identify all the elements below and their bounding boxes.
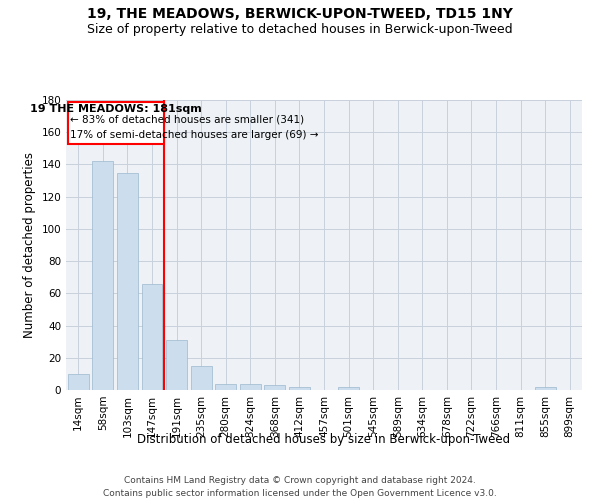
Bar	[166, 340, 187, 390]
FancyBboxPatch shape	[68, 102, 164, 143]
Bar	[289, 387, 310, 390]
Text: 19, THE MEADOWS, BERWICK-UPON-TWEED, TD15 1NY: 19, THE MEADOWS, BERWICK-UPON-TWEED, TD1…	[87, 8, 513, 22]
Bar	[68, 374, 89, 390]
Bar	[338, 387, 359, 390]
Bar	[240, 384, 261, 390]
Bar	[265, 385, 286, 390]
Y-axis label: Number of detached properties: Number of detached properties	[23, 152, 36, 338]
Bar	[142, 284, 163, 390]
Bar	[92, 161, 113, 390]
Text: Distribution of detached houses by size in Berwick-upon-Tweed: Distribution of detached houses by size …	[137, 432, 511, 446]
Text: ← 83% of detached houses are smaller (341): ← 83% of detached houses are smaller (34…	[70, 114, 305, 124]
Text: Contains HM Land Registry data © Crown copyright and database right 2024.: Contains HM Land Registry data © Crown c…	[124, 476, 476, 485]
Text: Size of property relative to detached houses in Berwick-upon-Tweed: Size of property relative to detached ho…	[87, 22, 513, 36]
Text: 19 THE MEADOWS: 181sqm: 19 THE MEADOWS: 181sqm	[30, 104, 202, 114]
Bar	[117, 172, 138, 390]
Text: Contains public sector information licensed under the Open Government Licence v3: Contains public sector information licen…	[103, 489, 497, 498]
Bar	[191, 366, 212, 390]
Bar	[215, 384, 236, 390]
Bar	[535, 387, 556, 390]
Text: 17% of semi-detached houses are larger (69) →: 17% of semi-detached houses are larger (…	[70, 130, 319, 140]
